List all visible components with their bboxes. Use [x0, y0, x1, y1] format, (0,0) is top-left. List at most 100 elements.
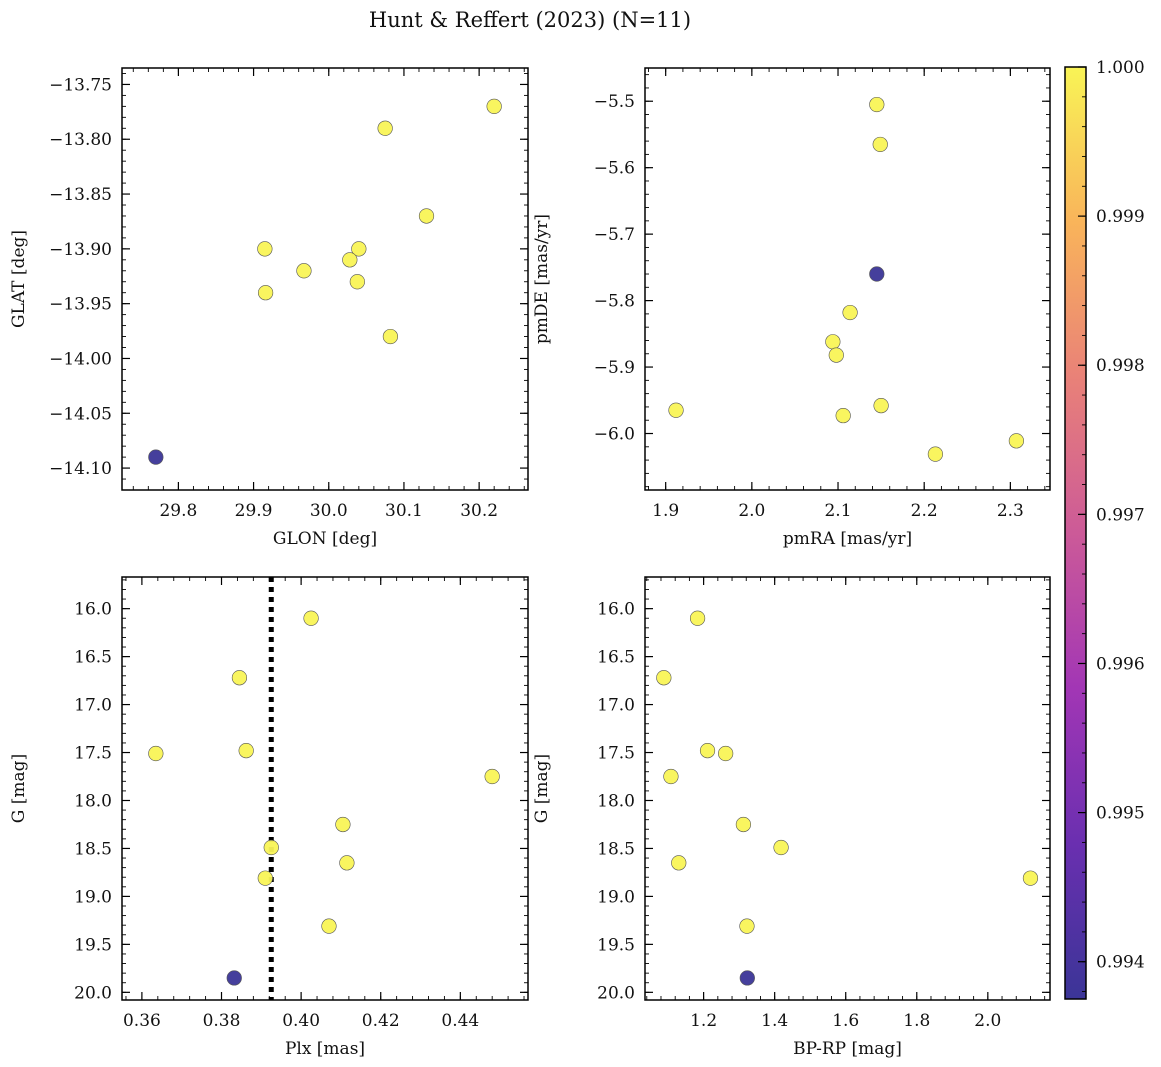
y-tick-label: 19.5 [597, 935, 635, 955]
y-tick-label: 19.0 [597, 887, 635, 907]
x-tick-label: 2.2 [911, 501, 938, 521]
y-tick-label: 20.0 [597, 983, 635, 1003]
data-point [699, 743, 716, 759]
y-tick-label: −5.8 [594, 292, 635, 312]
figure-title: Hunt & Reffert (2023) (N=11) [369, 8, 691, 32]
y-tick-label: 17.5 [74, 744, 112, 764]
data-point [739, 918, 755, 934]
colorbar-tick-label: 0.999 [1096, 207, 1145, 227]
colorbar: 0.994 0.995 0.996 0.997 0.998 0.999 1.000 [1064, 58, 1145, 1000]
x-tick-label: 2.3 [997, 501, 1024, 521]
data-point [148, 745, 164, 762]
panel-bprp-g: 1.2 1.4 1.6 1.8 2.0 16.0 16.5 17.0 17.5 18.0 18.5 1… [532, 576, 1051, 1059]
x-axis-label: BP-RP [mag] [793, 1039, 902, 1059]
data-point [321, 918, 337, 934]
colorbar-frame [1064, 66, 1087, 1000]
x-tick-label: 1.6 [832, 1011, 859, 1031]
y-axis-label: G [mag] [9, 754, 29, 823]
data-point [869, 266, 885, 282]
data-point [257, 241, 273, 257]
data-point [825, 334, 841, 350]
colorbar-tick-label: 0.997 [1096, 505, 1145, 525]
data-point [735, 816, 752, 833]
y-tick-label: 18.0 [74, 791, 112, 811]
y-tick-label: 16.5 [597, 648, 635, 668]
data-point [828, 347, 844, 363]
data-point [263, 839, 279, 856]
plot-frame [121, 576, 529, 1001]
data-point [226, 970, 242, 986]
x-tick-label: 30.0 [310, 501, 348, 521]
y-tick-label: −13.80 [49, 130, 112, 150]
y-tick-label: 18.5 [597, 839, 635, 859]
data-point [872, 136, 888, 153]
y-tick-label: −5.5 [594, 92, 635, 112]
data-point [718, 745, 734, 762]
data-point [484, 768, 500, 785]
y-tick-label: −5.9 [594, 358, 635, 378]
y-tick-label: −13.85 [49, 185, 112, 205]
data-point [1008, 433, 1024, 449]
colorbar-tick-label: 0.994 [1096, 953, 1145, 973]
data-point [689, 610, 706, 626]
data-point [382, 328, 399, 345]
y-tick-label: 18.0 [597, 791, 635, 811]
y-axis-label: GLAT [deg] [9, 230, 29, 328]
x-tick-label: 1.8 [903, 1011, 930, 1031]
x-tick-label: 1.9 [652, 501, 679, 521]
y-tick-label: 16.5 [74, 648, 112, 668]
data-point [231, 670, 248, 686]
y-tick-label: −14.05 [49, 404, 112, 424]
x-axis-label: GLON [deg] [273, 529, 377, 549]
data-point [257, 870, 273, 886]
colorbar-tick-label: 0.998 [1096, 356, 1145, 376]
y-axis-label: pmDE [mas/yr] [532, 214, 552, 344]
x-tick-label: 30.2 [460, 501, 498, 521]
x-axis-label: pmRA [mas/yr] [783, 529, 912, 549]
data-point [656, 670, 672, 686]
y-tick-label: −5.6 [594, 159, 635, 179]
data-point [1022, 870, 1039, 886]
x-tick-label: 2.1 [824, 501, 851, 521]
y-tick-label: −5.7 [594, 225, 635, 245]
y-tick-label: 19.5 [74, 935, 112, 955]
plot-frame [121, 67, 529, 491]
panel-pmra-pmde: 1.9 2.0 2.1 2.2 2.3 −5.5 −5.6 −5.7 −5.8 −5.9 −6.0 p… [532, 67, 1051, 549]
data-point [668, 402, 684, 418]
data-point [296, 263, 312, 279]
data-point [873, 398, 889, 414]
x-tick-label: 0.38 [203, 1011, 241, 1031]
panel-glon-glat: 29.8 29.9 30.0 30.1 30.2 −13.75 −13.80 −13.85 −1… [9, 67, 529, 549]
y-tick-label: 17.0 [74, 696, 112, 716]
x-tick-label: 0.44 [441, 1011, 479, 1031]
x-axis-label: Plx [mas] [285, 1039, 365, 1059]
data-point [339, 855, 355, 871]
plot-frame [644, 67, 1051, 491]
x-tick-label: 0.36 [123, 1011, 161, 1031]
data-point [342, 252, 358, 268]
data-point [335, 816, 351, 833]
y-tick-label: −13.75 [49, 75, 112, 95]
y-tick-label: 16.0 [74, 600, 112, 620]
plot-frame [644, 576, 1051, 1001]
data-point [486, 98, 502, 114]
colorbar-gradient [1065, 67, 1086, 999]
x-tick-label: 29.8 [159, 501, 197, 521]
x-tick-label: 1.2 [690, 1011, 717, 1031]
x-tick-label: 2.0 [974, 1011, 1001, 1031]
y-tick-label: −13.90 [49, 240, 112, 260]
y-tick-label: −14.00 [49, 349, 112, 369]
data-point [835, 407, 851, 424]
data-point [148, 449, 164, 465]
y-tick-label: −6.0 [594, 425, 635, 445]
y-tick-label: 19.0 [74, 887, 112, 907]
y-tick-label: 17.5 [597, 744, 635, 764]
y-tick-label: −13.95 [49, 295, 112, 315]
x-tick-label: 29.9 [235, 501, 273, 521]
data-point [927, 446, 943, 462]
data-point [869, 96, 885, 113]
data-point [773, 839, 789, 856]
data-point [349, 274, 365, 290]
data-point [418, 208, 435, 224]
